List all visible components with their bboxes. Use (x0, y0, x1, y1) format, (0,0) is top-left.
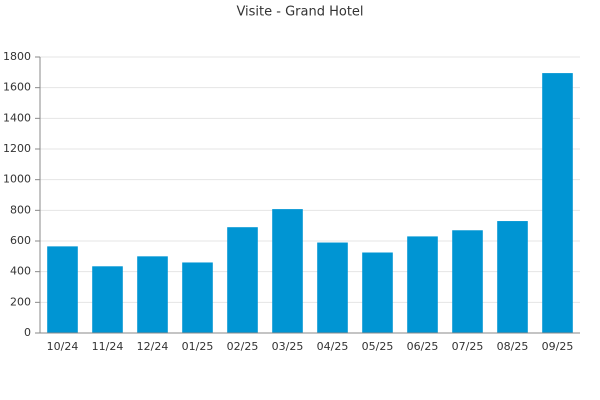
y-tick-label: 600 (10, 234, 31, 247)
bar (317, 242, 348, 333)
bar (497, 221, 528, 333)
y-tick-label: 1200 (3, 142, 31, 155)
y-tick-label: 1000 (3, 173, 31, 186)
y-tick-label: 1600 (3, 81, 31, 94)
y-tick-label: 800 (10, 203, 31, 216)
x-tick-label: 02/25 (227, 340, 259, 353)
bar (272, 209, 303, 333)
y-tick-label: 1400 (3, 111, 31, 124)
x-tick-label: 09/25 (542, 340, 574, 353)
bar (92, 266, 123, 333)
x-tick-label: 11/24 (92, 340, 124, 353)
y-tick-label: 200 (10, 295, 31, 308)
x-tick-label: 04/25 (317, 340, 349, 353)
x-tick-label: 08/25 (497, 340, 529, 353)
bar (407, 236, 438, 333)
bar (47, 246, 78, 333)
chart-title: Visite - Grand Hotel (236, 5, 363, 20)
x-tick-label: 06/25 (407, 340, 439, 353)
y-tick-label: 400 (10, 265, 31, 278)
y-tick-label: 0 (24, 326, 31, 339)
x-tick-label: 10/24 (47, 340, 79, 353)
bar (227, 227, 258, 333)
bar (542, 73, 573, 333)
bar (362, 252, 393, 333)
y-tick-label: 1800 (3, 50, 31, 63)
x-tick-label: 07/25 (452, 340, 484, 353)
bar (182, 262, 213, 333)
bar (452, 230, 483, 333)
x-tick-label: 03/25 (272, 340, 304, 353)
x-tick-label: 01/25 (182, 340, 214, 353)
x-tick-label: 12/24 (137, 340, 169, 353)
bar (137, 256, 168, 333)
x-tick-label: 05/25 (362, 340, 394, 353)
